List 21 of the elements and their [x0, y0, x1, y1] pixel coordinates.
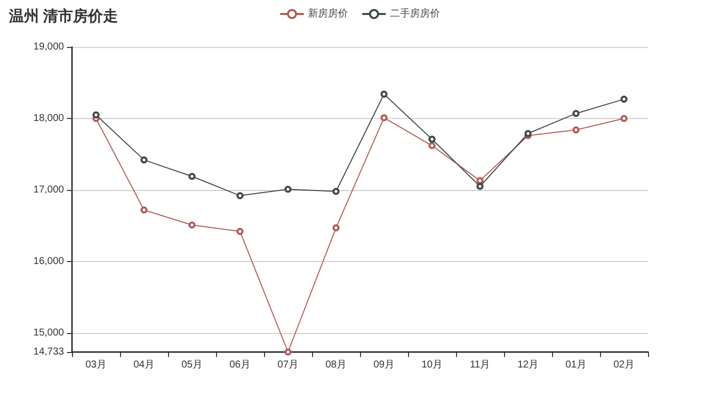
x-tick-label: 06月: [229, 360, 251, 370]
y-tick-label: 14,733: [33, 346, 64, 358]
x-tick-label: 02月: [613, 360, 635, 370]
chart-title: 温州 清市房价走: [8, 7, 118, 25]
y-tick-label: 15,000: [33, 327, 64, 338]
x-tick-label: 07月: [277, 360, 299, 370]
x-tick-label: 04月: [133, 360, 155, 370]
x-tick-label: 10月: [421, 360, 443, 370]
x-tick-label: 12月: [517, 360, 539, 370]
x-tick-label: 05月: [181, 360, 203, 370]
x-tick-label: 01月: [565, 360, 587, 370]
x-tick-label: 09月: [373, 360, 395, 370]
y-tick-label: 19,000: [33, 42, 64, 52]
y-tick-label: 16,000: [33, 256, 64, 267]
y-tick-label: 18,000: [33, 112, 64, 124]
x-tick-label: 08月: [325, 360, 347, 370]
x-tick-label: 03月: [85, 360, 107, 370]
legend-label: 新房房价: [308, 8, 348, 20]
x-tick-label: 11月: [470, 360, 490, 370]
y-tick-label: 17,000: [33, 184, 64, 196]
legend-label: 二手房房价: [390, 8, 440, 20]
